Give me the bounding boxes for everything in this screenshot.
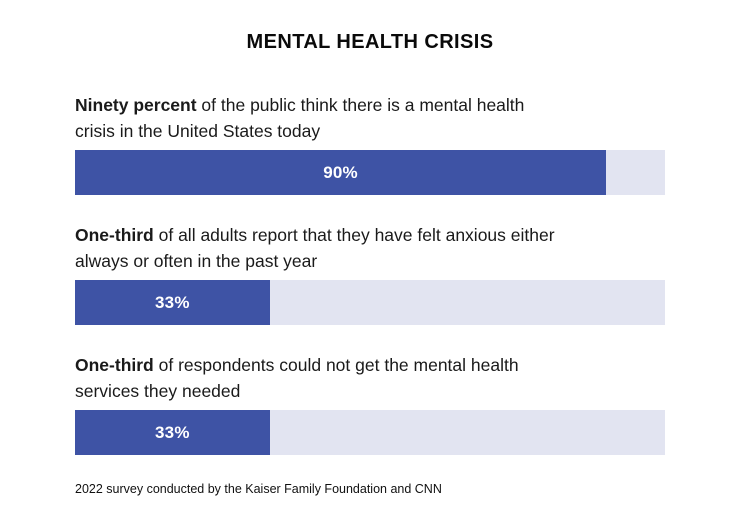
bar-value-label: 90% <box>323 162 358 182</box>
bar-track: 33% <box>75 280 665 325</box>
stat-section-services: One-third of respondents could not get t… <box>75 352 665 455</box>
stat-section-anxious: One-third of all adults report that they… <box>75 222 665 325</box>
statement-lead: One-third <box>75 225 154 245</box>
statement-rest: of respondents could not get the mental … <box>75 355 519 401</box>
statement-text: Ninety percent of the public think there… <box>75 92 665 144</box>
statement-rest: of all adults report that they have felt… <box>75 225 555 271</box>
bar-track: 33% <box>75 410 665 455</box>
source-note: 2022 survey conducted by the Kaiser Fami… <box>75 482 442 496</box>
statement-text: One-third of respondents could not get t… <box>75 352 665 404</box>
statement-text: One-third of all adults report that they… <box>75 222 665 274</box>
statement-lead: Ninety percent <box>75 95 197 115</box>
chart-title: MENTAL HEALTH CRISIS <box>246 31 494 53</box>
bar-fill: 33% <box>75 410 270 455</box>
bar-fill: 33% <box>75 280 270 325</box>
bar-value-label: 33% <box>155 292 190 312</box>
statement-lead: One-third <box>75 355 154 375</box>
bar-value-label: 33% <box>155 422 190 442</box>
bar-track: 90% <box>75 150 665 195</box>
stat-section-crisis: Ninety percent of the public think there… <box>75 92 665 195</box>
statement-rest: of the public think there is a mental he… <box>75 95 525 141</box>
bar-fill: 90% <box>75 150 606 195</box>
